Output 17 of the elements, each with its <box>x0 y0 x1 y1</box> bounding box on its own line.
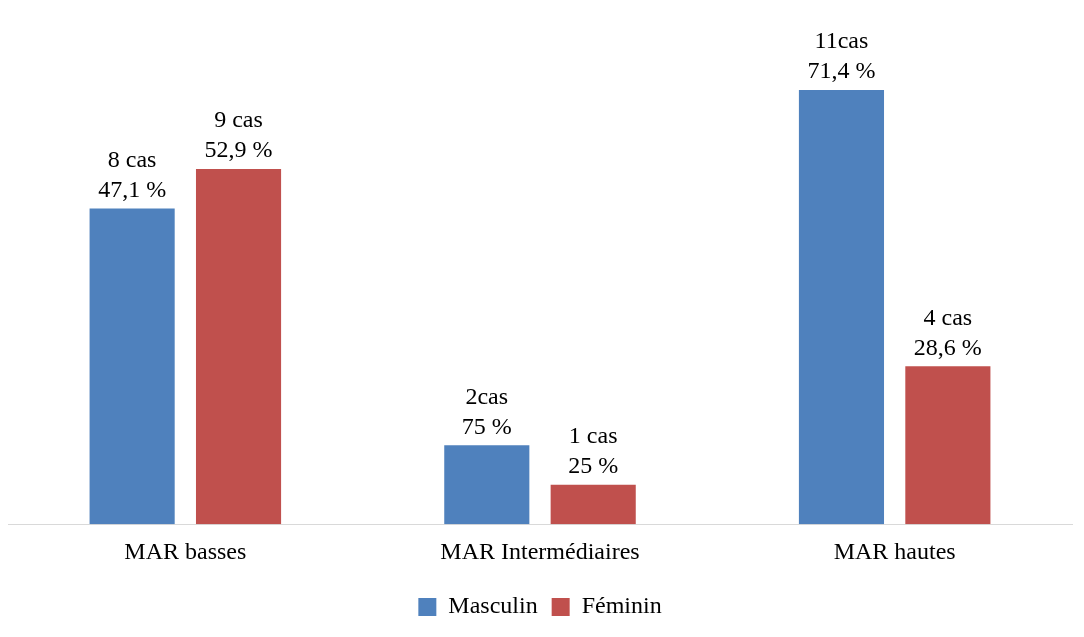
bar <box>798 90 885 525</box>
data-label: 8 cas 47,1 % <box>98 145 167 202</box>
bar <box>550 484 636 525</box>
bar <box>905 366 991 525</box>
x-tick-label: MAR hautes <box>833 537 956 564</box>
bar <box>89 208 175 525</box>
legend-label: Féminin <box>581 592 662 619</box>
data-label: 11cas 71,4 % <box>807 27 876 84</box>
data-label: 4 cas 28,6 % <box>913 303 982 360</box>
data-label: 1 cas 25 % <box>568 422 619 479</box>
x-tick-label: MAR Intermédiaires <box>440 537 640 564</box>
bar <box>195 168 282 525</box>
x-tick-label: MAR basses <box>124 537 247 564</box>
bar <box>444 445 530 525</box>
data-label: 9 cas 52,9 % <box>204 106 273 163</box>
legend-label: Masculin <box>448 592 538 619</box>
data-label: 2cas 75 % <box>461 382 512 439</box>
